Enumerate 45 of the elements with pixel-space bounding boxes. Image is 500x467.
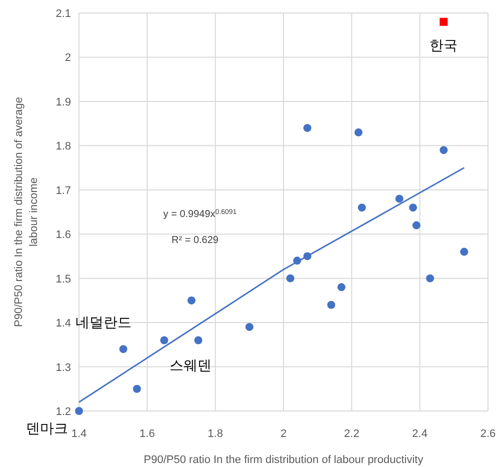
y-tick-label: 1.6 — [56, 229, 71, 242]
annotation: 한국 — [430, 36, 458, 53]
point — [426, 274, 434, 282]
y-axis-title: P90/P50 ratio In the firm distribution of average labour income — [13, 97, 40, 327]
annotation: R² = 0.629 — [172, 235, 219, 246]
point — [187, 296, 196, 304]
point — [460, 248, 468, 256]
y-tick-label: 1.3 — [56, 362, 71, 374]
point — [395, 194, 404, 203]
y-tick-label: 1.4 — [56, 318, 71, 330]
point — [160, 336, 168, 344]
x-axis-title: P90/P50 ratio In the firm distribution of labour productivity — [144, 454, 424, 466]
point — [245, 322, 254, 331]
point — [132, 384, 141, 393]
point — [327, 300, 336, 309]
y-tick-label: 2 — [64, 52, 71, 64]
annotation: y = 0.9949x$^{0.6091}$ — [163, 208, 237, 220]
x-tick-label: 1.8 — [208, 428, 223, 440]
point — [75, 407, 83, 415]
y-tick-label: 1.5 — [56, 273, 71, 286]
point — [303, 124, 312, 132]
line-series — [78, 167, 465, 403]
y-tick-label: 2.1 — [56, 8, 71, 20]
y-tick-label: 1.9 — [56, 96, 71, 108]
point — [337, 283, 346, 292]
x-tick-label: 2.2 — [344, 428, 360, 440]
x-tick-label: 2.4 — [412, 428, 428, 440]
x-tick-label: 1.6 — [140, 428, 155, 440]
point — [412, 221, 420, 230]
annotation: 네덜란드 — [75, 314, 132, 330]
annotation: 스웨덴 — [169, 357, 212, 374]
point — [358, 204, 366, 212]
x-tick-label: 2.6 — [480, 428, 496, 440]
point — [440, 146, 448, 154]
point — [119, 345, 128, 354]
point — [409, 204, 418, 212]
x-tick-label: 1.4 — [71, 428, 87, 440]
point — [194, 336, 202, 344]
x-tick-label: 2 — [280, 428, 287, 440]
y-tick-label: 1.8 — [56, 140, 71, 153]
y-tick-label: 1.2 — [56, 406, 71, 418]
y-tick-label: 1.7 — [56, 184, 71, 197]
point — [286, 274, 294, 282]
point — [354, 128, 362, 136]
annotation: 덴마크 — [26, 420, 68, 436]
